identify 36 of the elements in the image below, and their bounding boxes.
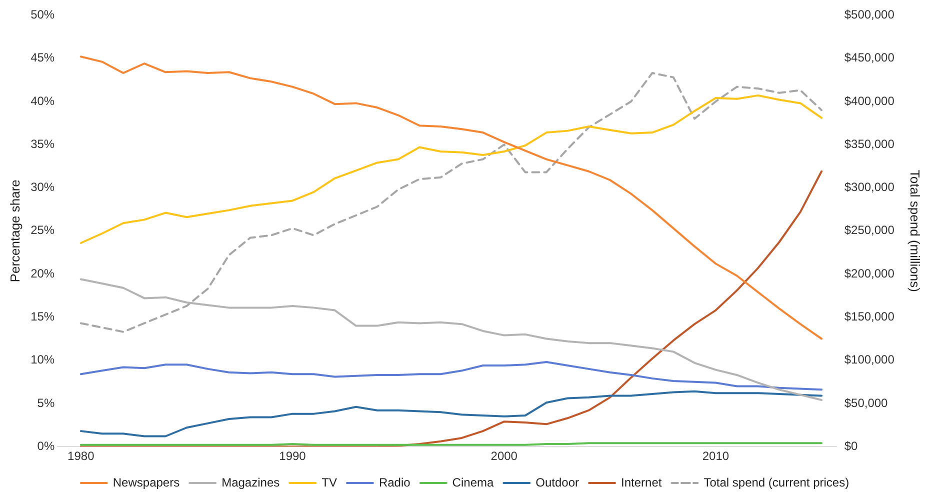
y-axis-title: Percentage share: [7, 180, 22, 282]
y2-tick-label: $0: [844, 438, 858, 453]
x-tick-label: 1980: [68, 449, 95, 464]
y2-tick-label: $500,000: [844, 8, 895, 22]
legend-label: Outdoor: [536, 475, 580, 490]
y2-tick-label: $100,000: [844, 352, 895, 367]
y2-tick-label: $300,000: [844, 180, 895, 194]
y2-tick-label: $150,000: [844, 309, 895, 324]
legend-label: Newspapers: [112, 475, 180, 490]
y-tick-label: 35%: [30, 136, 55, 151]
y-tick-label: 25%: [30, 223, 55, 238]
legend-label: TV: [322, 475, 337, 490]
y2-tick-label: $200,000: [844, 266, 895, 280]
x-tick-label: 1990: [279, 449, 306, 464]
legend-label: Total spend (current prices): [704, 475, 850, 490]
y2-tick-label: $450,000: [844, 50, 895, 65]
y-tick-label: 30%: [30, 180, 55, 194]
y-tick-label: 0%: [37, 438, 55, 453]
legend-label: Internet: [621, 475, 662, 490]
y-tick-label: 20%: [30, 266, 55, 280]
y2-tick-label: $250,000: [844, 223, 895, 238]
legend-label: Radio: [378, 475, 411, 490]
y-tick-label: 10%: [30, 352, 55, 367]
x-tick-label: 2000: [490, 449, 518, 464]
y-tick-label: 5%: [37, 396, 55, 410]
legend-label: Cinema: [452, 475, 494, 490]
y2-axis-title: Total spend (millions): [908, 170, 923, 292]
y2-tick-label: $50,000: [844, 396, 888, 410]
legend-label: Magazines: [222, 475, 280, 490]
y-tick-label: 45%: [30, 50, 55, 65]
x-tick-label: 2010: [702, 449, 730, 464]
y-tick-label: 40%: [30, 94, 55, 108]
y-tick-label: 50%: [30, 8, 55, 22]
y2-tick-label: $400,000: [844, 94, 895, 108]
y2-tick-label: $350,000: [844, 136, 895, 151]
y-tick-label: 15%: [30, 309, 55, 324]
